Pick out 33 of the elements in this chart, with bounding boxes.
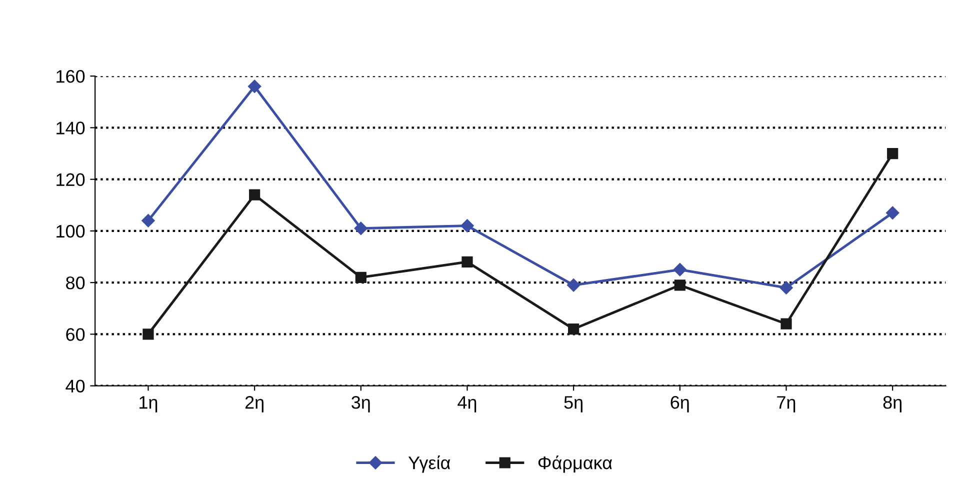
point <box>462 256 473 268</box>
y-tick-label: 160 <box>56 70 85 83</box>
y-tick-label: 120 <box>56 173 85 186</box>
legend-label: Φάρμακα <box>538 455 612 473</box>
legend-label: Υγεία <box>408 455 450 473</box>
point <box>460 219 474 232</box>
point <box>248 80 262 93</box>
y-tick-label: 100 <box>56 224 85 238</box>
point <box>568 323 580 335</box>
y-tick-label: 40 <box>66 380 85 393</box>
point <box>249 189 260 200</box>
x-tick-label: 1η <box>140 396 158 412</box>
point <box>780 281 793 294</box>
point <box>566 278 580 292</box>
point <box>674 280 686 291</box>
x-tick-label: 4η <box>458 396 476 412</box>
x-tick-label: 5η <box>564 396 582 412</box>
x-tick-label: 2η <box>245 396 264 412</box>
point <box>673 263 686 276</box>
y-tick-label: 80 <box>66 276 85 290</box>
point <box>142 214 155 228</box>
x-tick-label: 8η <box>883 396 902 412</box>
point <box>887 148 898 160</box>
x-tick-label: 3η <box>352 396 370 412</box>
point <box>886 206 900 220</box>
y-tick-label: 140 <box>56 122 85 134</box>
x-tick-label: 7η <box>777 396 796 412</box>
y-tick-label: 60 <box>66 328 85 341</box>
x-tick-label: 6η <box>670 396 689 412</box>
point <box>355 272 366 283</box>
point <box>142 328 154 340</box>
point <box>780 318 792 330</box>
point <box>354 222 368 235</box>
